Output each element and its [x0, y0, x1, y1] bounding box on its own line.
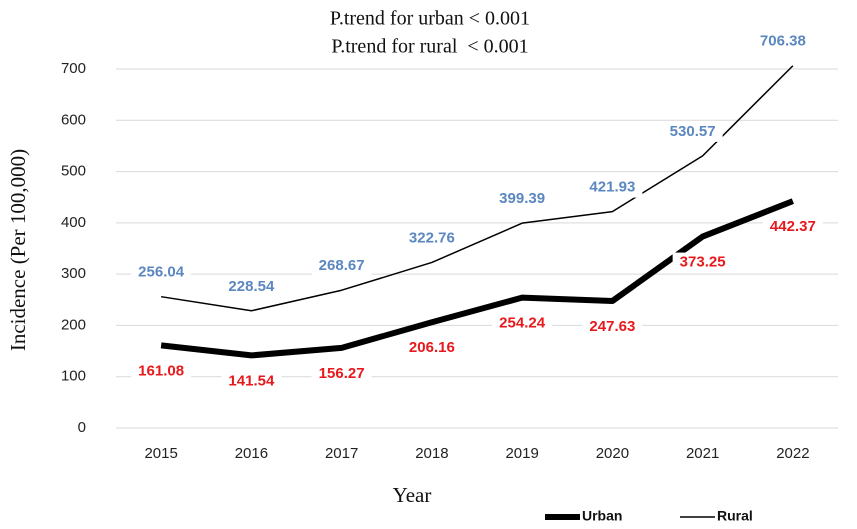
x-tick-label: 2018 — [415, 445, 448, 462]
legend-label: Urban — [582, 508, 622, 524]
x-tick-label: 2021 — [686, 445, 719, 462]
x-tick-label: 2022 — [776, 445, 809, 462]
label-background — [311, 256, 372, 277]
x-tick-label: 2015 — [144, 445, 177, 462]
data-label: 228.54 — [228, 278, 275, 295]
data-label: 322.76 — [409, 229, 455, 246]
label-background — [311, 363, 372, 384]
label-background — [492, 189, 553, 210]
label-background — [752, 31, 813, 52]
legend-label: Rural — [717, 508, 753, 524]
data-label: 161.08 — [138, 362, 184, 379]
y-tick-label: 600 — [61, 111, 86, 128]
y-tick-label: 500 — [61, 163, 86, 180]
data-label: 156.27 — [319, 365, 365, 382]
x-axis-title: Year — [393, 483, 432, 507]
label-background — [401, 228, 462, 249]
data-label: 399.39 — [499, 190, 545, 207]
data-label: 530.57 — [670, 123, 716, 140]
label-background — [401, 338, 462, 359]
label-background — [131, 361, 192, 382]
label-background — [762, 217, 823, 238]
x-tick-label: 2016 — [235, 445, 268, 462]
label-background — [582, 177, 643, 198]
data-label: 421.93 — [589, 179, 635, 196]
data-label: 247.63 — [589, 318, 635, 335]
y-tick-label: 0 — [78, 419, 86, 436]
line-series — [160, 198, 794, 359]
data-label: 373.25 — [680, 254, 726, 271]
data-label: 268.67 — [319, 257, 365, 274]
data-label: 254.24 — [499, 315, 546, 332]
label-background — [492, 313, 553, 334]
y-tick-label: 400 — [61, 214, 86, 231]
line-series — [161, 65, 794, 312]
chart-title: P.trend for urban < 0.001 — [330, 8, 530, 30]
label-background — [582, 317, 643, 338]
label-background — [672, 252, 733, 273]
data-label: 706.38 — [760, 33, 806, 50]
y-tick-label: 200 — [61, 316, 86, 333]
y-axis-title: Incidence (Per 100,000) — [6, 149, 30, 351]
y-tick-label: 700 — [61, 60, 86, 77]
x-tick-label: 2019 — [505, 445, 538, 462]
data-label: 141.54 — [228, 372, 275, 389]
label-background — [662, 121, 723, 142]
chart-title: P.trend for rural < 0.001 — [331, 36, 528, 58]
x-tick-label: 2017 — [325, 445, 358, 462]
data-label: 256.04 — [138, 264, 185, 281]
label-background — [221, 371, 282, 392]
label-background — [131, 262, 192, 283]
data-label: 442.37 — [770, 218, 816, 235]
x-tick-label: 2020 — [596, 445, 629, 462]
y-tick-label: 100 — [61, 368, 86, 385]
data-label: 206.16 — [409, 339, 455, 356]
label-background — [221, 276, 282, 297]
y-tick-label: 300 — [61, 265, 86, 282]
